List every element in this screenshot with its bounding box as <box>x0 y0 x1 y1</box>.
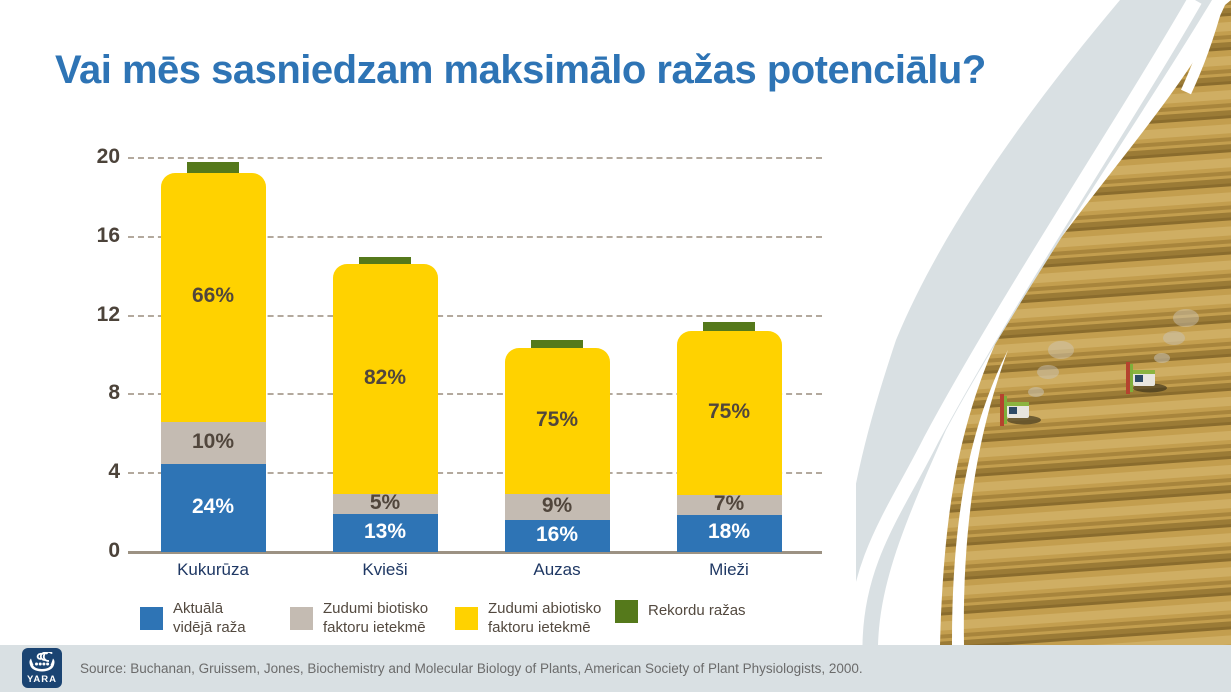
segment-percent-label: 7% <box>713 491 745 515</box>
gridline <box>128 472 822 475</box>
harvester-icon <box>1126 309 1199 394</box>
legend-label: Zudumi biotisko faktoru ietekmē <box>323 600 429 636</box>
record-yield-cap <box>359 256 411 268</box>
yara-logo-text: YARA <box>26 673 58 685</box>
category-label: Mieži <box>709 560 749 579</box>
y-tick-label: 12 <box>96 302 120 326</box>
segment-percent-label: 10% <box>191 430 235 454</box>
bar-segment: 7% <box>676 491 782 515</box>
harvester-icon <box>1000 341 1074 426</box>
legend-label: Aktuālā vidējā raža <box>173 600 246 636</box>
segment-percent-label: 18% <box>707 520 751 544</box>
record-yield-cap <box>187 161 239 173</box>
y-tick-label: 20 <box>96 145 120 168</box>
y-tick-label: 0 <box>108 539 120 562</box>
segment-percent-label: 24% <box>191 495 235 519</box>
page-title: Vai mēs sasniedzam maksimālo ražas poten… <box>55 48 986 92</box>
segment-percent-label: 75% <box>707 400 751 424</box>
legend-swatch <box>140 607 163 631</box>
segment-percent-label: 9% <box>541 494 573 518</box>
legend-label: Zudumi abiotisko faktoru ietekmē <box>488 600 602 636</box>
gridline <box>128 157 822 159</box>
legend-item: Rekordu ražas <box>615 600 746 623</box>
legend-swatch <box>615 600 638 623</box>
segment-percent-label: 13% <box>363 519 407 543</box>
bar-segment: 66% <box>160 172 266 422</box>
bar-segment: 75% <box>504 348 610 494</box>
legend-swatch <box>290 607 313 631</box>
category-label: Kvieši <box>362 560 408 579</box>
record-yield-cap <box>531 340 583 352</box>
bar-segment: 9% <box>504 493 610 521</box>
bar-segment: 82% <box>332 264 438 494</box>
bar-segment: 10% <box>160 421 266 465</box>
yara-logo: YARA <box>22 648 62 688</box>
swoosh-decoration <box>838 0 1212 646</box>
field-photo-illustration <box>838 0 1231 646</box>
segment-percent-label: 82% <box>363 366 407 390</box>
wheat-field-photo <box>940 0 1231 645</box>
legend-label: Rekordu ražas <box>648 602 746 620</box>
segment-percent-label: 5% <box>369 490 401 514</box>
y-tick-label: 8 <box>108 381 120 405</box>
bar-segment: 24% <box>160 464 266 552</box>
bar-segment: 16% <box>504 520 610 552</box>
segment-percent-label: 66% <box>191 284 235 308</box>
legend-item: Aktuālā vidējā raža <box>140 600 246 638</box>
viking-ship-icon <box>29 651 55 671</box>
gridline <box>128 314 822 317</box>
gridline <box>128 235 822 238</box>
footer-band: YARA Source: Buchanan, Gruissem, Jones, … <box>0 645 1231 692</box>
category-label: Auzas <box>533 560 581 579</box>
x-axis-line <box>128 551 822 554</box>
y-tick-label: 4 <box>108 460 120 484</box>
legend-swatch <box>455 607 478 631</box>
field-photo-decoration <box>838 0 1231 646</box>
legend-item: Zudumi biotisko faktoru ietekmē <box>290 600 428 638</box>
bar-segment: 13% <box>332 513 438 552</box>
bar-segment: 18% <box>676 514 782 552</box>
segment-percent-label: 16% <box>535 523 579 547</box>
source-text: Source: Buchanan, Gruissem, Jones, Bioch… <box>80 661 863 676</box>
bar-segment: 75% <box>676 331 782 495</box>
legend-item: Zudumi abiotisko faktoru ietekmē <box>455 600 601 638</box>
category-label: Kukurūza <box>177 560 249 579</box>
gridline <box>128 393 822 396</box>
y-tick-label: 16 <box>96 223 120 247</box>
bar-segment: 5% <box>332 490 438 514</box>
segment-percent-label: 75% <box>535 408 579 432</box>
record-yield-cap <box>703 322 755 334</box>
